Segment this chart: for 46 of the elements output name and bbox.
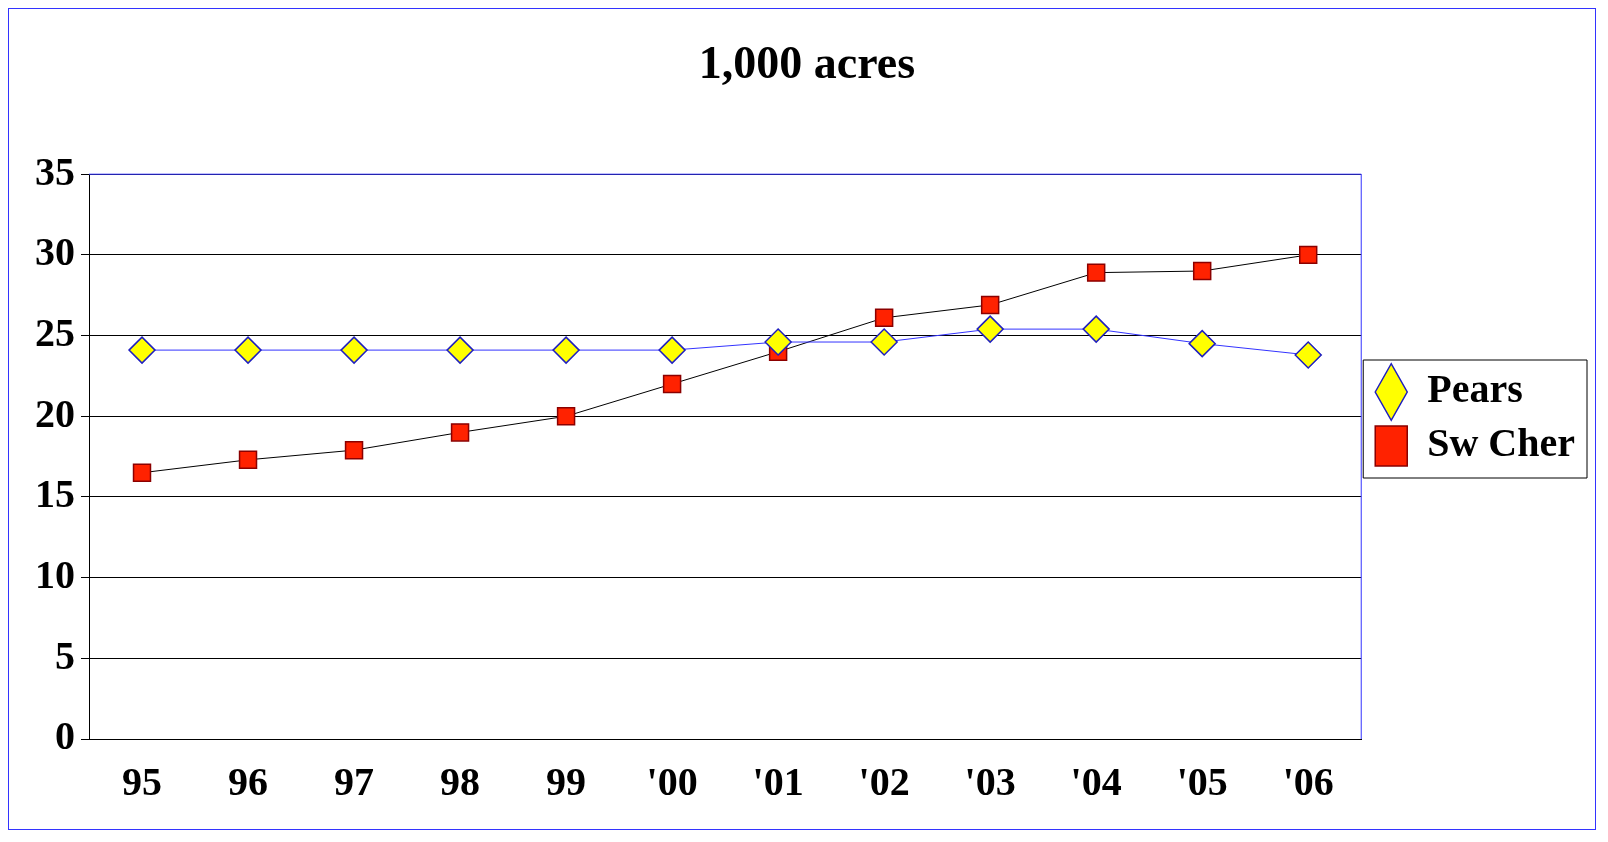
- point: [556, 407, 576, 426]
- x-tick-label: '04: [1070, 759, 1122, 805]
- y-tick-label: 35: [35, 148, 75, 194]
- x-tick-label: 98: [440, 759, 481, 805]
- y-tick-label: 25: [35, 309, 75, 355]
- point: [1192, 261, 1212, 281]
- x-tick-label: 95: [122, 759, 163, 805]
- point: [238, 450, 258, 470]
- point: [234, 336, 262, 364]
- y-tick-label: 10: [35, 551, 75, 597]
- y-tick-label: 0: [55, 713, 75, 759]
- x-tick-label: 99: [546, 759, 587, 805]
- point: [344, 440, 364, 460]
- x-tick-label: 96: [228, 759, 269, 805]
- x-tick-label: '01: [752, 759, 804, 805]
- x-tick-label: '00: [646, 759, 698, 805]
- point: [870, 328, 898, 356]
- y-tick-label: 20: [35, 390, 75, 436]
- point: [874, 308, 894, 328]
- x-tick-label: 97: [334, 759, 375, 805]
- point: [1188, 329, 1216, 358]
- legend-label: Pears: [1427, 366, 1523, 412]
- point: [658, 336, 686, 364]
- x-tick-label: '02: [858, 759, 910, 805]
- point: [976, 315, 1004, 343]
- x-tick-label: '05: [1176, 759, 1228, 805]
- x-tick-label: '03: [964, 759, 1016, 805]
- point: [132, 463, 152, 482]
- y-tick-label: 5: [55, 632, 75, 678]
- y-tick-label: 30: [35, 229, 75, 275]
- point: [340, 336, 368, 364]
- x-tick-label: '06: [1282, 759, 1334, 805]
- point: [1298, 245, 1318, 265]
- y-tick-label: 15: [35, 471, 75, 517]
- point: [446, 336, 474, 364]
- point: [1082, 315, 1110, 343]
- point: [1086, 263, 1106, 282]
- point: [764, 328, 792, 356]
- point: [128, 336, 156, 364]
- point: [1294, 341, 1322, 369]
- point: [450, 423, 470, 442]
- point: [980, 295, 1000, 315]
- point: [662, 374, 682, 394]
- chart-title: 1,000 acres: [698, 37, 916, 89]
- legend-label: Sw Cher: [1427, 420, 1576, 466]
- point: [552, 336, 580, 364]
